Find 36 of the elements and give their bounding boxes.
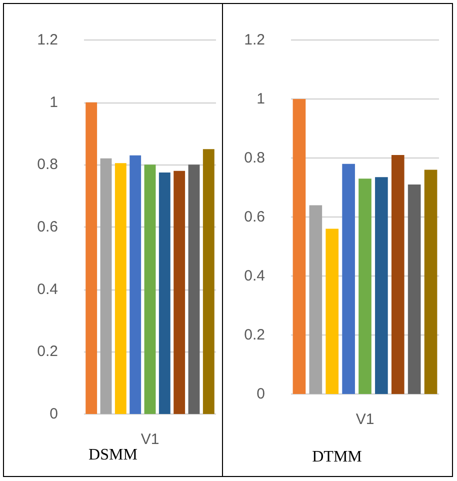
- y-tick-label: 0.6: [244, 208, 265, 226]
- bar: [158, 172, 170, 414]
- bar: [375, 177, 388, 394]
- x-axis-title: V1: [356, 411, 374, 428]
- bar: [202, 149, 214, 414]
- y-tick-label: 0.8: [37, 156, 58, 174]
- y-tick-label: 0: [50, 406, 58, 422]
- y-tick-label: 0.6: [37, 218, 58, 236]
- bar: [174, 170, 186, 414]
- bar: [326, 228, 339, 394]
- bar: [358, 178, 372, 394]
- bar: [100, 158, 112, 414]
- text: DSMM: [88, 446, 138, 464]
- bar: [114, 163, 126, 414]
- y-tick-label: 0: [256, 386, 265, 402]
- y-tick-label: 0.8: [244, 150, 265, 166]
- y-tick-label: 0.2: [37, 343, 58, 360]
- bar: [144, 164, 156, 414]
- y-tick-label: 1: [50, 94, 58, 111]
- y-tick-label: 1: [256, 90, 265, 108]
- text: DTMM: [312, 448, 362, 466]
- bar: [408, 184, 421, 394]
- y-tick-label: 0.2: [244, 326, 265, 344]
- bar: [424, 170, 438, 394]
- y-tick-label: 1.2: [244, 32, 265, 48]
- bar: [86, 102, 98, 414]
- y-tick-label: 1.2: [37, 32, 58, 48]
- bar: [130, 155, 142, 414]
- bar: [292, 99, 306, 394]
- bar: [342, 164, 355, 394]
- x-axis-title: V1: [140, 431, 160, 448]
- y-tick-label: 0.4: [244, 268, 265, 284]
- bar: [309, 205, 322, 394]
- bar: [188, 164, 200, 414]
- y-tick-label: 0.4: [37, 280, 58, 298]
- bar: [391, 155, 404, 394]
